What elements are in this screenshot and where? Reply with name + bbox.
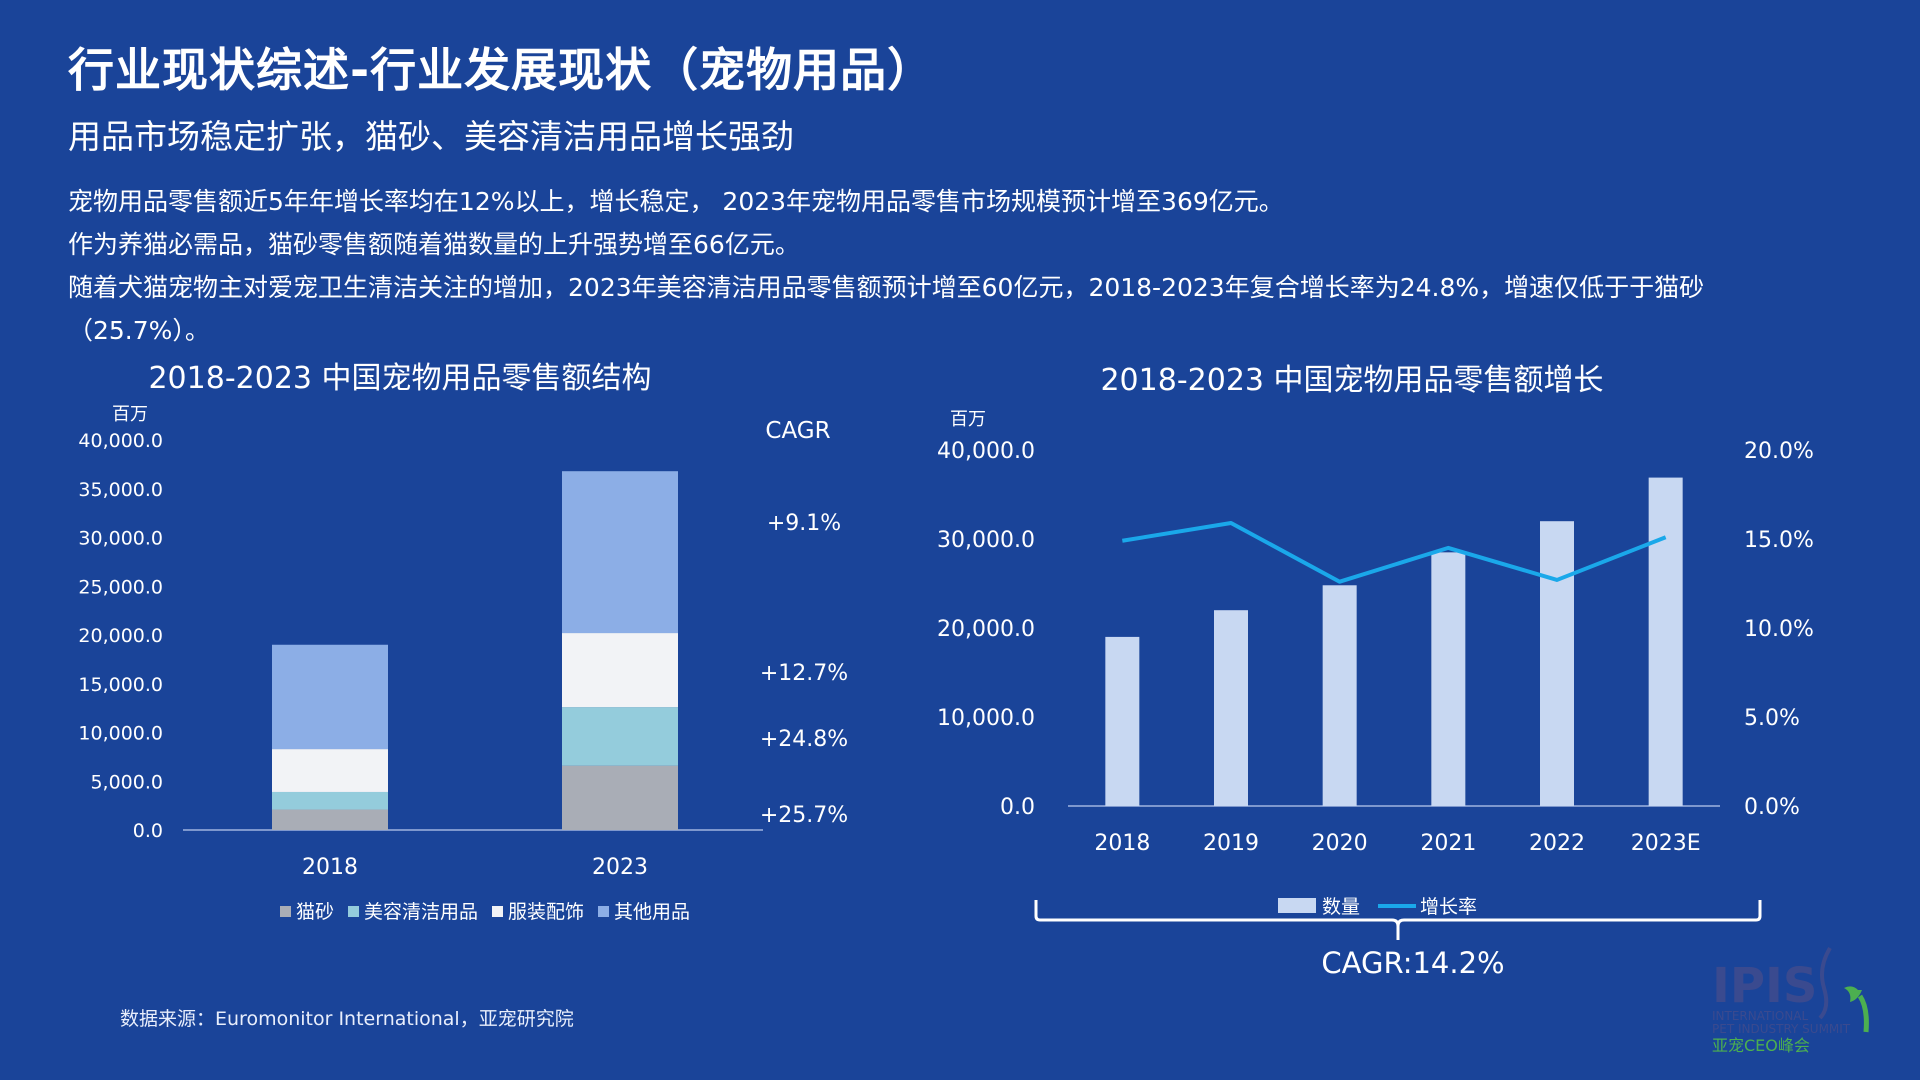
bar-segment [272,644,388,750]
legend-swatch [1278,898,1316,913]
x-tick-label: 2019 [1203,831,1259,856]
legend-label: 数量 [1322,896,1360,918]
x-tick-label: 2018 [302,855,358,880]
svg-text:亚宠CEO峰会: 亚宠CEO峰会 [1712,1036,1810,1055]
bar [1214,610,1248,806]
y-tick-label: 15,000.0 [78,674,163,696]
cagr-annotation: CAGR:14.2% [1321,946,1504,980]
summary-paragraph: 宠物用品零售额近5年年增长率均在12%以上，增长稳定， 2023年宠物用品零售市… [68,187,1284,216]
y-tick-label: 10,000.0 [78,723,163,745]
y-tick-label: 30,000.0 [937,528,1035,553]
y-tick-label: 0.0 [133,820,163,842]
logo-text: IPIS [1712,958,1817,1014]
page-title: 行业现状综述-行业发展现状（宠物用品） [68,43,935,97]
y-tick-label: 20,000.0 [937,617,1035,642]
x-tick-label: 2023E [1631,831,1701,856]
cagr-label: +24.8% [760,727,848,752]
bar-segment [272,791,388,810]
legend-swatch [492,906,503,917]
bar-segment [272,809,388,830]
y2-tick-label: 20.0% [1744,439,1814,464]
y2-tick-label: 10.0% [1744,617,1814,642]
summary-text: 宠物用品零售额近5年年增长率均在12%以上，增长稳定， 2023年宠物用品零售市… [68,180,1768,352]
legend-label: 服装配饰 [508,901,584,923]
svg-text:PET INDUSTRY SUMMIT: PET INDUSTRY SUMMIT [1712,1022,1851,1036]
y-tick-label: 20,000.0 [78,625,163,647]
bar [1322,585,1357,806]
legend-label: 美容清洁用品 [364,901,478,923]
legend-label: 增长率 [1420,896,1477,918]
x-tick-label: 2021 [1420,831,1476,856]
y-tick-label: 40,000.0 [78,430,163,452]
data-source: 数据来源：Euromonitor International，亚宠研究院 [120,1008,574,1030]
growth-rate-line [1122,520,1667,584]
bar-segment [272,749,388,792]
bar-segment [562,707,678,766]
y-tick-label: 40,000.0 [937,439,1035,464]
chart-title: 2018-2023 中国宠物用品零售额结构 [148,361,651,396]
y-tick-label: 25,000.0 [78,576,163,598]
cagr-label: +9.1% [767,511,841,536]
y2-tick-label: 0.0% [1744,795,1800,820]
cagr-bracket [1034,900,1762,940]
legend-swatch [280,906,291,917]
bar [1431,552,1466,806]
y-tick-label: 0.0 [1000,795,1035,820]
bar-segment [562,633,678,708]
y2-tick-label: 15.0% [1744,528,1814,553]
x-tick-label: 2020 [1312,831,1368,856]
legend-label: 猫砂 [296,901,334,923]
bar [1648,477,1683,806]
legend-swatch [598,906,609,917]
y-tick-label: 5,000.0 [90,771,163,793]
cagr-label: +25.7% [760,803,848,828]
legend-label: 其他用品 [614,901,690,923]
bar [1540,521,1574,806]
x-tick-label: 2023 [592,855,648,880]
axis-unit-label: 百万 [112,404,148,425]
cagr-label: +12.7% [760,661,848,686]
axis-unit-label: 百万 [950,409,986,430]
x-tick-label: 2018 [1094,831,1150,856]
y-tick-label: 35,000.0 [78,479,163,501]
chart-title: 2018-2023 中国宠物用品零售额增长 [1100,363,1603,398]
bar-segment [562,765,678,830]
bar [1105,636,1140,806]
x-tick-label: 2022 [1529,831,1585,856]
y2-tick-label: 5.0% [1744,706,1800,731]
y-tick-label: 30,000.0 [78,528,163,550]
page-subtitle: 用品市场稳定扩张，猫砂、美容清洁用品增长强劲 [68,117,794,156]
ipis-logo: IPIS INTERNATIONAL PET INDUSTRY SUMMIT 亚… [1712,946,1869,1055]
cagr-header: CAGR [765,418,830,444]
summary-paragraph: 随着犬猫宠物主对爱宠卫生清洁关注的增加，2023年美容清洁用品零售额预计增至60… [68,273,1705,345]
legend-swatch [348,906,359,917]
bar-segment [562,471,678,634]
svg-text:INTERNATIONAL: INTERNATIONAL [1712,1009,1809,1023]
summary-paragraph: 作为养猫必需品，猫砂零售额随着猫数量的上升强势增至66亿元。 [68,230,800,259]
y-tick-label: 10,000.0 [937,706,1035,731]
